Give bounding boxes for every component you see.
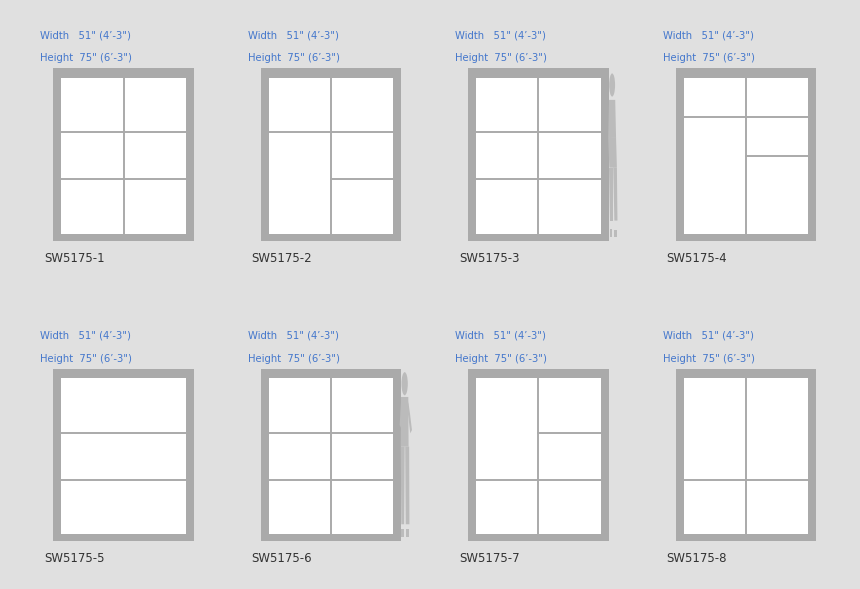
Bar	[53, 378, 61, 534]
Ellipse shape	[609, 74, 615, 97]
Bar	[261, 78, 268, 234]
Bar	[393, 78, 401, 234]
Bar	[476, 78, 601, 234]
Text: Height  75" (6’-3"): Height 75" (6’-3")	[248, 53, 340, 63]
Bar	[676, 378, 684, 534]
Bar	[469, 378, 476, 534]
Text: SW5175-4: SW5175-4	[666, 252, 728, 265]
Polygon shape	[407, 402, 412, 434]
Text: SW5175-5: SW5175-5	[44, 552, 105, 565]
Bar	[676, 78, 684, 234]
Bar	[61, 78, 186, 234]
Bar	[53, 369, 194, 378]
Text: Height  75" (6’-3"): Height 75" (6’-3")	[40, 53, 132, 63]
Bar	[808, 78, 816, 234]
Bar	[401, 530, 404, 538]
Bar	[61, 378, 186, 534]
Bar	[601, 78, 609, 234]
Bar	[464, 534, 612, 541]
Text: SW5175-1: SW5175-1	[44, 252, 105, 265]
Bar	[469, 78, 476, 234]
Text: Width   51" (4’-3"): Width 51" (4’-3")	[455, 331, 546, 341]
Text: Width   51" (4’-3"): Width 51" (4’-3")	[248, 331, 339, 341]
Polygon shape	[610, 168, 612, 220]
Bar	[684, 78, 808, 234]
Text: Width   51" (4’-3"): Width 51" (4’-3")	[455, 31, 546, 41]
Bar	[672, 534, 820, 541]
Bar	[464, 234, 612, 240]
Bar	[676, 369, 816, 378]
Bar	[676, 68, 816, 78]
Bar	[186, 78, 194, 234]
Bar	[53, 78, 61, 234]
Text: Height  75" (6’-3"): Height 75" (6’-3")	[663, 353, 754, 363]
Polygon shape	[401, 446, 405, 524]
Bar	[49, 534, 198, 541]
Bar	[393, 378, 401, 534]
Bar	[469, 68, 609, 78]
Bar	[469, 369, 609, 378]
Polygon shape	[608, 138, 617, 168]
Bar	[601, 378, 609, 534]
Text: Height  75" (6’-3"): Height 75" (6’-3")	[455, 53, 547, 63]
Bar	[476, 378, 601, 534]
Text: Height  75" (6’-3"): Height 75" (6’-3")	[455, 353, 547, 363]
Text: Height  75" (6’-3"): Height 75" (6’-3")	[248, 353, 340, 363]
Bar	[672, 234, 820, 240]
Text: Width   51" (4’-3"): Width 51" (4’-3")	[248, 31, 339, 41]
Polygon shape	[401, 397, 408, 446]
Text: SW5175-7: SW5175-7	[459, 552, 519, 565]
Text: SW5175-8: SW5175-8	[666, 552, 727, 565]
Bar	[186, 378, 194, 534]
Bar	[268, 78, 393, 234]
Polygon shape	[405, 446, 409, 524]
Bar	[257, 534, 405, 541]
Polygon shape	[400, 402, 402, 428]
Bar	[611, 229, 612, 237]
Text: SW5175-2: SW5175-2	[252, 252, 312, 265]
Polygon shape	[608, 100, 616, 138]
Bar	[257, 234, 405, 240]
Bar	[261, 369, 401, 378]
Polygon shape	[609, 105, 611, 141]
Text: Width   51" (4’-3"): Width 51" (4’-3")	[663, 31, 753, 41]
Bar	[614, 230, 617, 237]
Bar	[684, 378, 808, 534]
Text: Width   51" (4’-3"): Width 51" (4’-3")	[40, 31, 131, 41]
Bar	[808, 378, 816, 534]
Bar	[49, 234, 198, 240]
Bar	[406, 530, 408, 538]
Ellipse shape	[402, 372, 408, 395]
Bar	[261, 378, 268, 534]
Bar	[268, 378, 393, 534]
Text: Height  75" (6’-3"): Height 75" (6’-3")	[40, 353, 132, 363]
Text: Width   51" (4’-3"): Width 51" (4’-3")	[40, 331, 131, 341]
Text: SW5175-3: SW5175-3	[459, 252, 519, 265]
Text: SW5175-6: SW5175-6	[252, 552, 312, 565]
Bar	[53, 68, 194, 78]
Polygon shape	[613, 168, 617, 220]
Text: Height  75" (6’-3"): Height 75" (6’-3")	[663, 53, 754, 63]
Bar	[261, 68, 401, 78]
Text: Width   51" (4’-3"): Width 51" (4’-3")	[663, 331, 753, 341]
